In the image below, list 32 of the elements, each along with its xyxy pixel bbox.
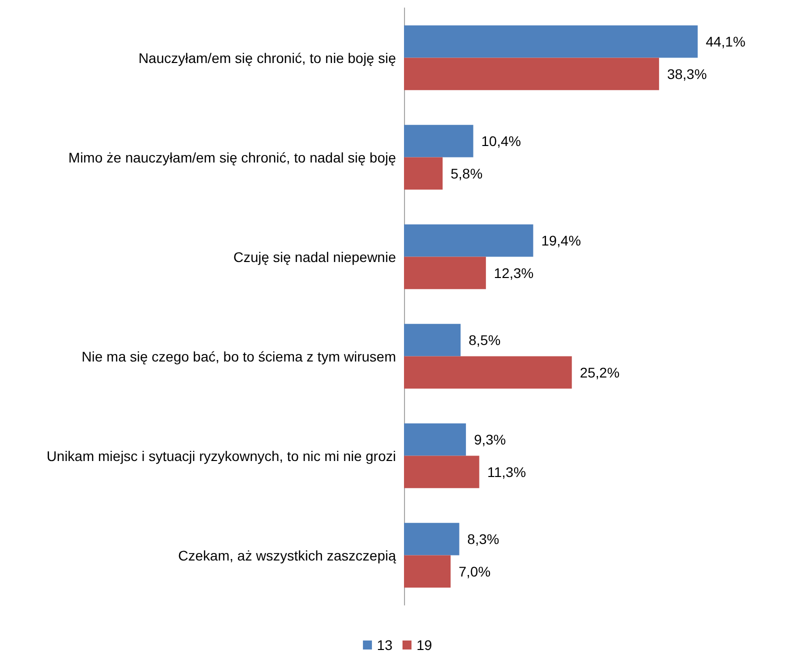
y-tick-label: Unikam miejsc i sytuacji ryzykownych, to nic mi nie grozi bbox=[46, 448, 396, 464]
bar bbox=[404, 522, 460, 556]
data-label: 5,8% bbox=[450, 165, 483, 182]
data-label: 12,3% bbox=[494, 264, 534, 281]
y-tick-label: Nauczyłam/em się chronić, to nie boję się bbox=[138, 50, 396, 66]
legend-label: 13 bbox=[376, 637, 393, 653]
data-label: 9,3% bbox=[474, 432, 506, 448]
y-tick-label: Czekam, aż wszystkich zaszczepią bbox=[178, 547, 396, 564]
bar bbox=[404, 555, 451, 588]
bar bbox=[404, 157, 443, 190]
bar bbox=[404, 124, 474, 158]
bar bbox=[404, 456, 480, 488]
data-label: 10,4% bbox=[481, 133, 521, 150]
bar bbox=[404, 356, 572, 389]
y-tick-label: Mimo że nauczyłam/em się chronić, to nadal się boję bbox=[68, 149, 396, 166]
data-label: 25,2% bbox=[580, 364, 620, 380]
bar bbox=[404, 256, 486, 290]
bar bbox=[404, 224, 534, 257]
data-label: 44,1% bbox=[706, 34, 746, 50]
bar bbox=[404, 423, 466, 456]
bar bbox=[404, 25, 698, 58]
data-label: 11,3% bbox=[487, 464, 526, 480]
bar bbox=[404, 58, 660, 90]
y-tick-label: Czuję się nadal niepewnie bbox=[233, 248, 396, 265]
data-label: 8,5% bbox=[468, 332, 501, 348]
data-label: 19,4% bbox=[541, 232, 581, 249]
data-label: 38,3% bbox=[667, 66, 707, 82]
data-label: 8,3% bbox=[467, 531, 500, 548]
legend-label: 19 bbox=[416, 637, 432, 653]
y-tick-label: Nie ma się czego bać, bo to ściema z tym wirusem bbox=[82, 348, 396, 364]
data-label: 7,0% bbox=[458, 563, 491, 580]
bar bbox=[404, 324, 461, 356]
